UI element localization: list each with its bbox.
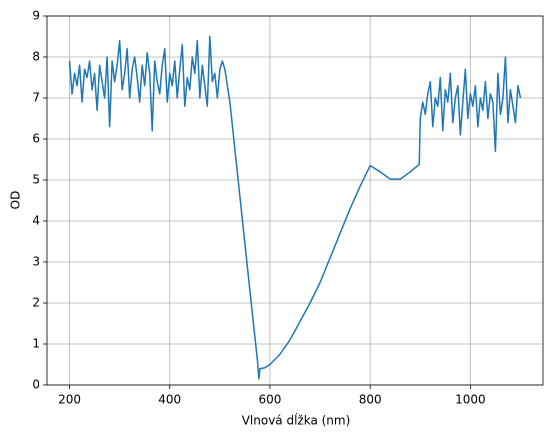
y-tick-label: 4 [32,214,40,228]
data-line [68,35,522,380]
x-tick-label: 1000 [455,393,486,407]
x-tick-label: 200 [58,393,81,407]
y-tick-label: 5 [32,173,40,187]
y-tick-label: 1 [32,337,40,351]
y-tick-label: 8 [32,50,40,64]
x-tick-label: 400 [158,393,181,407]
y-tick-label: 3 [32,255,40,269]
y-tick-label: 6 [32,132,40,146]
y-tick-label: 9 [32,9,40,23]
y-tick-label: 0 [32,378,40,392]
y-tick-label: 2 [32,296,40,310]
x-tick-label: 600 [258,393,281,407]
x-tick-label: 800 [359,393,382,407]
plot-frame [46,15,544,386]
y-tick-label: 7 [32,91,40,105]
x-axis-label: Vlnová dĺžka (nm) [242,413,351,428]
y-axis-label: OD [9,191,23,210]
